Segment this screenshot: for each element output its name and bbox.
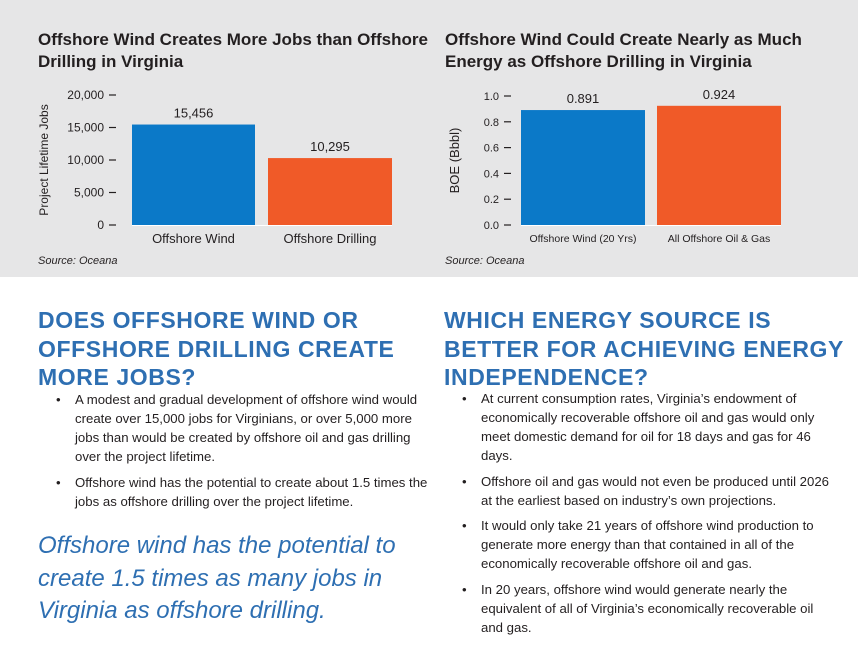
bullet-text: It would only take 21 years of offshore … [481,518,814,571]
energy-chart-panel: Offshore Wind Could Create Nearly as Muc… [429,0,858,277]
energy-chart-source: Source: Oceana [445,255,525,267]
list-item: • In 20 years, offshore wind would genera… [462,580,834,637]
bar [521,110,645,225]
y-tick-label: 1.0 [484,91,499,103]
list-item: • A modest and gradual development of off… [56,390,434,466]
y-tick-label: 0 [97,218,104,232]
bullet-icon: • [56,392,61,407]
bullet-text: A modest and gradual development of offs… [75,392,418,464]
bullet-text: Offshore oil and gas would not even be p… [481,473,830,508]
y-axis-label: BOE (Bbbl) [447,128,462,194]
y-tick-label: 5,000 [74,186,104,200]
list-item: • At current consumption rates, Virginia’… [462,389,834,465]
jobs-bullet-list: • A modest and gradual development of off… [56,390,434,517]
jobs-chart-source: Source: Oceana [38,255,118,267]
y-axis-label: Project Lifetime Jobs [37,104,51,215]
bar-value-label: 0.924 [703,87,736,102]
bullet-text: At current consumption rates, Virginia’s… [481,391,815,463]
bar-value-label: 0.891 [567,91,600,106]
x-category-label: All Offshore Oil & Gas [668,233,771,245]
bar [132,124,255,225]
y-tick-label: 0.8 [484,117,499,129]
y-tick-label: 10,000 [67,153,104,167]
bar [657,105,781,225]
energy-bar-chart: 0.0 0.2 0.4 0.6 0.8 1.0 BOE (Bbbl) 0.891 Offshor… [447,87,781,245]
y-tick-label: 0.6 [484,143,499,155]
bar-value-label: 15,456 [174,106,214,121]
pull-quote: Offshore wind has the potential to creat… [38,532,396,624]
y-tick-label: 0.2 [484,194,499,206]
y-tick-label: 0.0 [484,220,499,232]
jobs-bar-chart: 0 5,000 10,000 15,000 20,000 Project Lifetime… [37,88,392,246]
bar [268,158,392,225]
x-category-label: Offshore Wind [152,231,235,246]
bullet-icon: • [462,473,467,489]
y-tick-label: 0.4 [484,168,499,180]
bullet-text: In 20 years, offshore wind would generat… [481,581,814,635]
energy-bullet-list: • At current consumption rates, Virginia’… [462,389,834,643]
list-item: • It would only take 21 years of offshore… [462,516,834,573]
list-item: • Offshore wind has the potential to crea… [56,473,434,511]
bullet-text: Offshore wind has the potential to creat… [75,474,428,509]
bullet-icon: • [462,581,467,597]
energy-section-heading: Which energy source is better for achiev… [444,307,844,390]
x-category-label: Offshore Wind (20 Yrs) [530,233,637,245]
energy-chart-title: Offshore Wind Could Create Nearly as Muc… [445,30,802,71]
y-tick-label: 20,000 [67,88,104,102]
bullet-icon: • [462,391,467,406]
jobs-chart-title: Offshore Wind Creates More Jobs than Off… [38,30,428,71]
y-tick-label: 15,000 [67,121,104,135]
bar-value-label: 10,295 [310,139,350,154]
bullet-icon: • [462,518,467,533]
jobs-section-heading: Does offshore wind or offshore drilling … [38,307,395,390]
list-item: • Offshore oil and gas would not even be … [462,472,834,510]
x-category-label: Offshore Drilling [284,231,377,246]
bullet-icon: • [56,474,61,490]
jobs-chart-panel: Offshore Wind Creates More Jobs than Off… [0,0,429,277]
